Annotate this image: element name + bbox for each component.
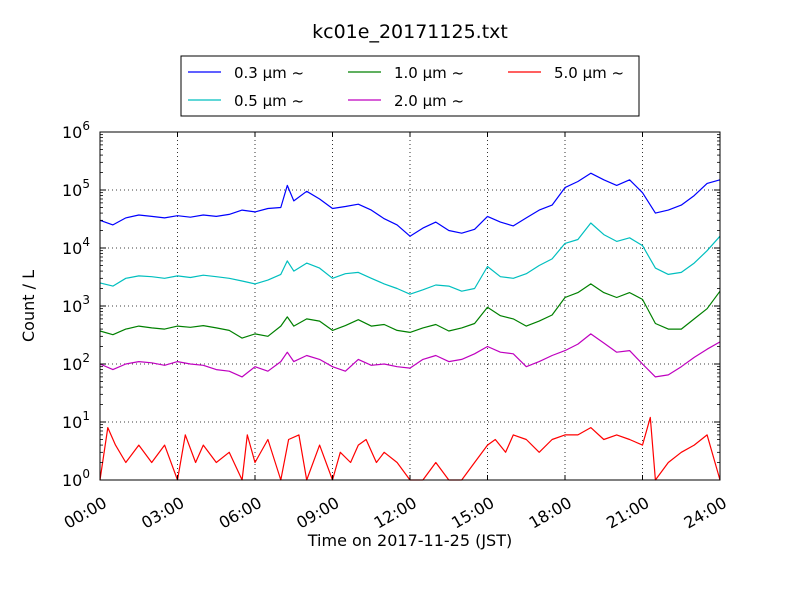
x-axis-label: Time on 2017-11-25 (JST) <box>307 531 512 550</box>
y-tick-label: 102 <box>62 351 90 374</box>
y-tick-labels: 100 101 102 103 104 105 106 <box>62 119 90 490</box>
chart-title: kc01e_20171125.txt <box>312 21 508 43</box>
y-tick-label: 105 <box>62 177 90 200</box>
y-tick-label: 106 <box>62 119 90 142</box>
legend-label: 0.3 μm ~ <box>234 64 304 82</box>
series-line-3 <box>99 283 721 339</box>
y-axis-label: Count / L <box>19 270 38 342</box>
legend-label: 5.0 μm ~ <box>554 64 624 82</box>
series-line-4 <box>99 333 721 378</box>
legend-label: 1.0 μm ~ <box>394 64 464 82</box>
y-tick-label: 101 <box>62 409 90 432</box>
series-line-1 <box>99 172 721 237</box>
series-layer <box>99 172 721 481</box>
plot-frame <box>99 131 721 481</box>
legend-label: 2.0 μm ~ <box>394 92 464 110</box>
legend-box <box>180 55 640 117</box>
y-tick-label: 103 <box>62 293 90 316</box>
legend: 0.3 μm ~ 0.5 μm ~ 1.0 μm ~ 2.0 μm ~ 5.0 μm ~ <box>180 55 640 117</box>
y-tick-label: 100 <box>62 467 90 490</box>
legend-label: 0.5 μm ~ <box>234 92 304 110</box>
grid-lines <box>100 132 720 480</box>
series-line-2 <box>99 222 721 295</box>
series-line-5 <box>99 416 721 481</box>
y-tick-label: 104 <box>62 235 90 258</box>
